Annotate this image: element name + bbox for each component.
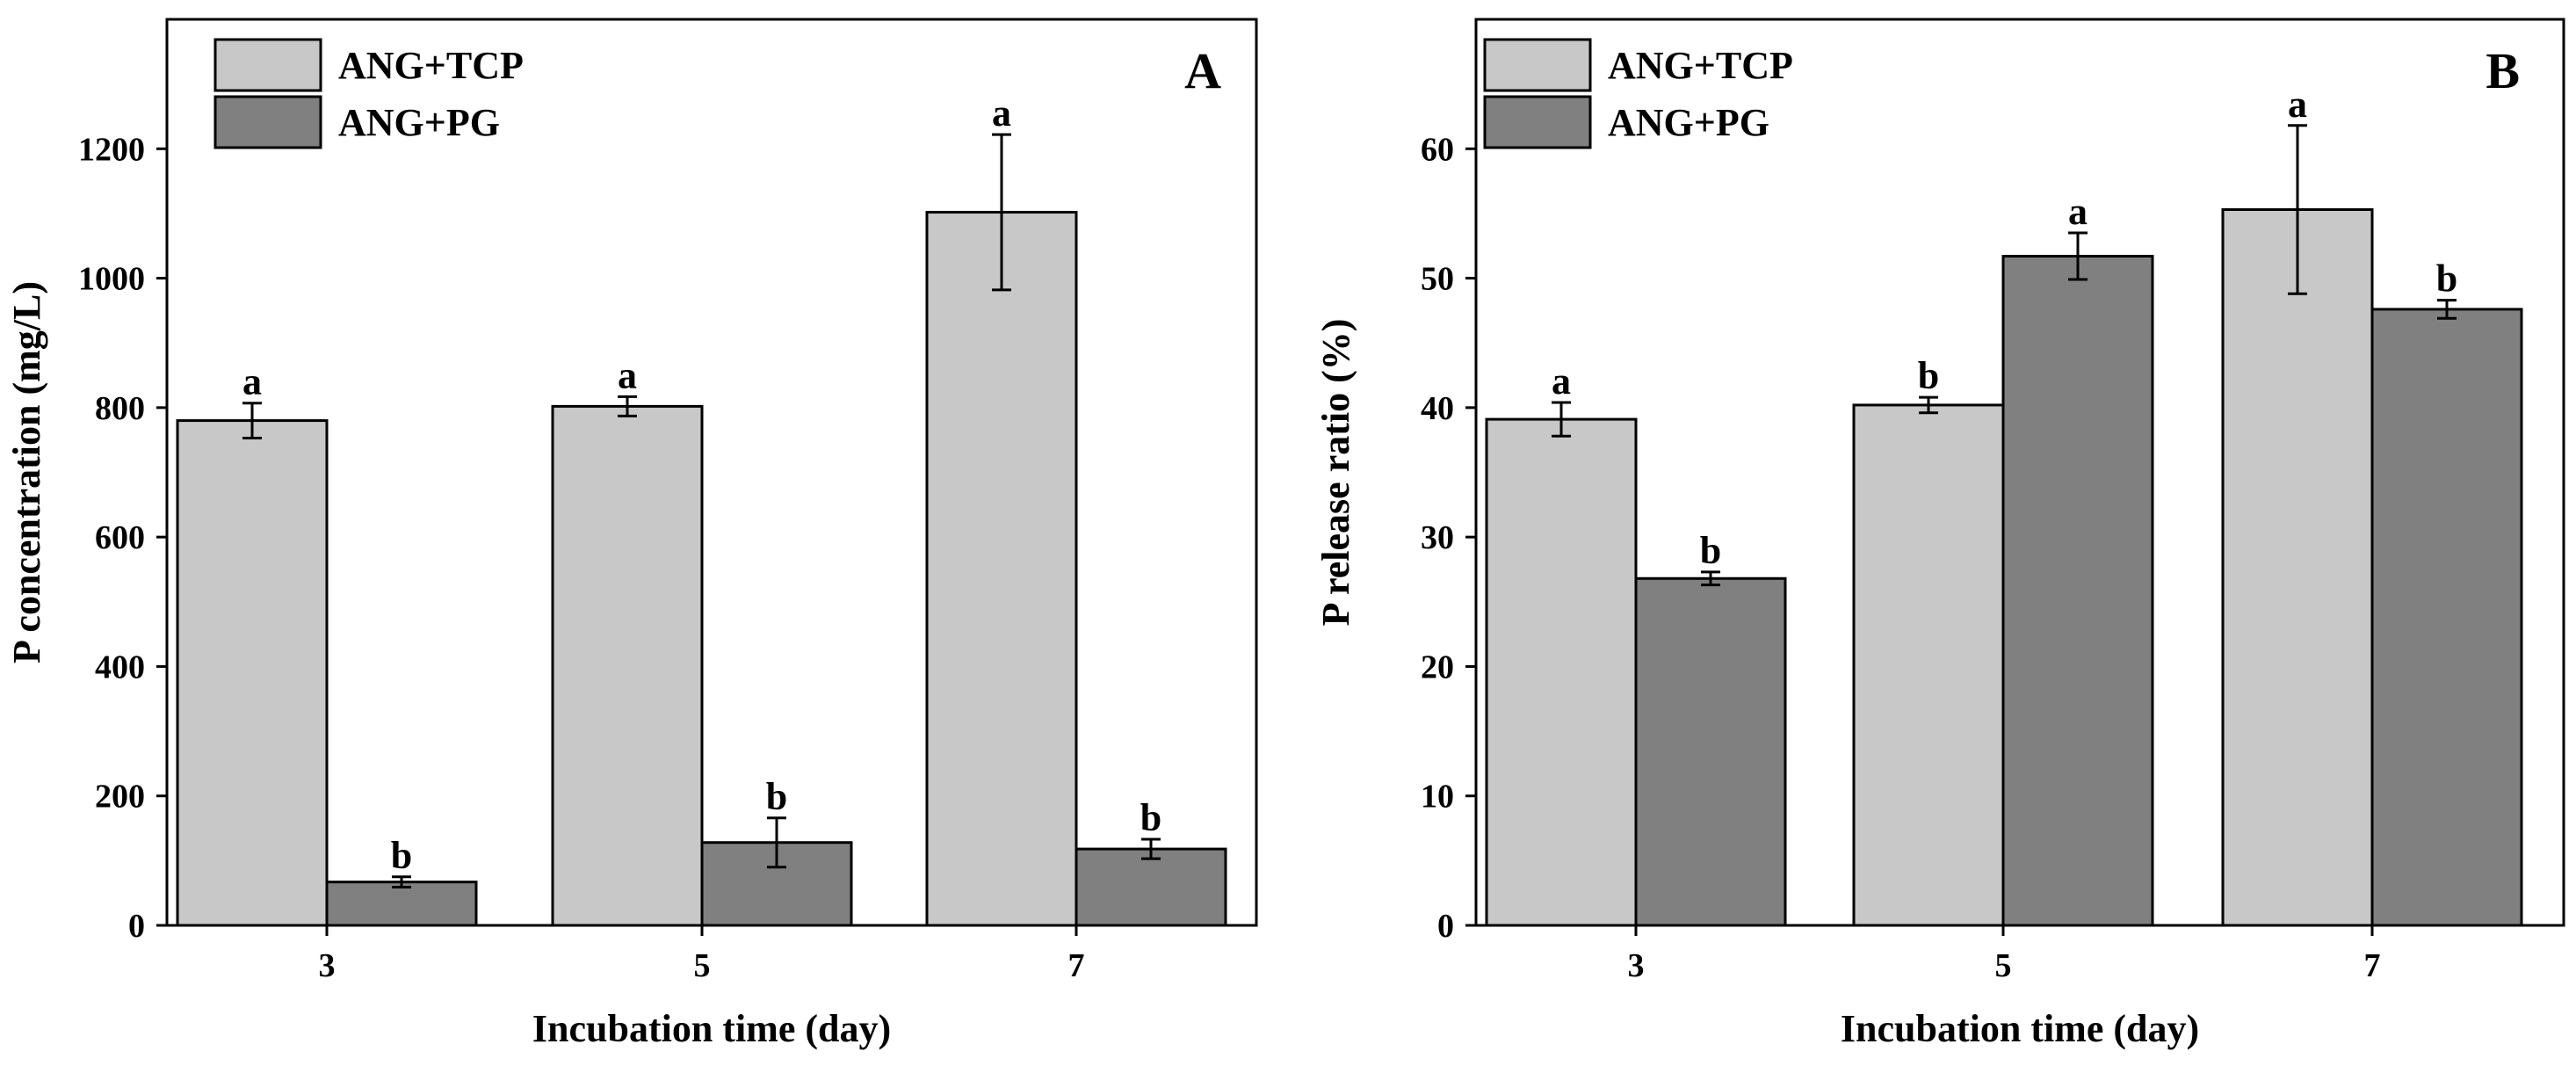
plot-frame-B — [1474, 18, 2565, 927]
y-tick-label-B: 60 — [1421, 131, 1454, 168]
plot-frame-A — [165, 18, 1258, 927]
bar-B-ANG+PG-5 — [2001, 255, 2154, 927]
y-tick-label-A: 800 — [95, 390, 145, 427]
bar-B-ANG+PG-3 — [1634, 576, 1787, 927]
x-axis-title-A: Incubation time (day) — [532, 1007, 891, 1050]
significance-letter-A-ANG+PG-5: b — [766, 775, 787, 818]
bar-B-ANG+TCP-7 — [2221, 208, 2374, 927]
bar-A-ANG+TCP-5 — [551, 404, 704, 927]
bar-A-ANG+PG-7 — [1075, 847, 1227, 927]
y-tick-label-A: 400 — [95, 649, 145, 685]
significance-letter-B-ANG+TCP-7: a — [2288, 83, 2307, 126]
y-tick-label-A: 200 — [95, 779, 145, 816]
y-tick-label-B: 0 — [1437, 908, 1454, 945]
significance-letter-B-ANG+TCP-5: b — [1918, 354, 1939, 397]
x-tick-label-A: 3 — [319, 947, 336, 984]
x-tick-label-B: 3 — [1628, 947, 1645, 984]
bar-A-ANG+TCP-7 — [925, 210, 1078, 927]
significance-letter-B-ANG+PG-7: b — [2436, 257, 2457, 301]
y-tick-label-A: 1200 — [78, 131, 145, 168]
legend-swatch-A-ANG+PG — [213, 95, 322, 149]
y-tick-label-B: 30 — [1421, 519, 1454, 556]
y-tick-label-A: 0 — [128, 908, 145, 945]
legend-swatch-A-ANG+TCP — [213, 38, 322, 92]
panel-letter-B: B — [2486, 42, 2520, 99]
y-tick-label-A: 600 — [95, 519, 145, 556]
y-tick-label-B: 10 — [1421, 779, 1454, 816]
legend-swatch-B-ANG+PG — [1483, 95, 1592, 149]
significance-letter-A-ANG+PG-7: b — [1140, 796, 1161, 839]
x-axis-title-B: Incubation time (day) — [1841, 1007, 2199, 1050]
bar-B-ANG+TCP-3 — [1485, 417, 1638, 927]
y-tick-label-B: 20 — [1421, 649, 1454, 685]
x-tick-label-A: 5 — [694, 947, 711, 984]
legend-label-B-ANG+PG: ANG+PG — [1608, 101, 1769, 144]
significance-letter-A-ANG+PG-3: b — [391, 834, 412, 877]
bar-B-ANG+TCP-5 — [1852, 403, 2005, 927]
legend-label-A-ANG+PG: ANG+PG — [338, 101, 500, 144]
x-tick-label-A: 7 — [1068, 947, 1085, 984]
significance-letter-B-ANG+PG-5: a — [2068, 190, 2088, 233]
panel-letter-A: A — [1184, 42, 1221, 99]
significance-letter-A-ANG+TCP-5: a — [618, 353, 637, 396]
legend-label-B-ANG+TCP: ANG+TCP — [1608, 44, 1793, 87]
y-tick-label-B: 50 — [1421, 261, 1454, 298]
y-tick-label-B: 40 — [1421, 390, 1454, 427]
significance-letter-A-ANG+TCP-3: a — [242, 360, 262, 403]
bar-B-ANG+PG-7 — [2370, 308, 2523, 927]
significance-letter-B-ANG+PG-3: b — [1700, 529, 1721, 572]
bar-A-ANG+PG-3 — [325, 881, 478, 927]
significance-letter-B-ANG+TCP-3: a — [1552, 359, 1571, 402]
y-axis-title-A: P concentration (mg/L) — [5, 281, 48, 663]
x-tick-label-B: 5 — [1995, 947, 2012, 984]
significance-letter-A-ANG+TCP-7: a — [992, 91, 1011, 134]
x-tick-label-B: 7 — [2364, 947, 2381, 984]
y-tick-label-A: 1000 — [78, 261, 145, 298]
bar-A-ANG+TCP-3 — [176, 419, 329, 927]
legend-label-A-ANG+TCP: ANG+TCP — [338, 44, 524, 87]
legend-swatch-B-ANG+TCP — [1483, 38, 1592, 92]
y-axis-title-B: P release ratio (%) — [1314, 319, 1357, 627]
